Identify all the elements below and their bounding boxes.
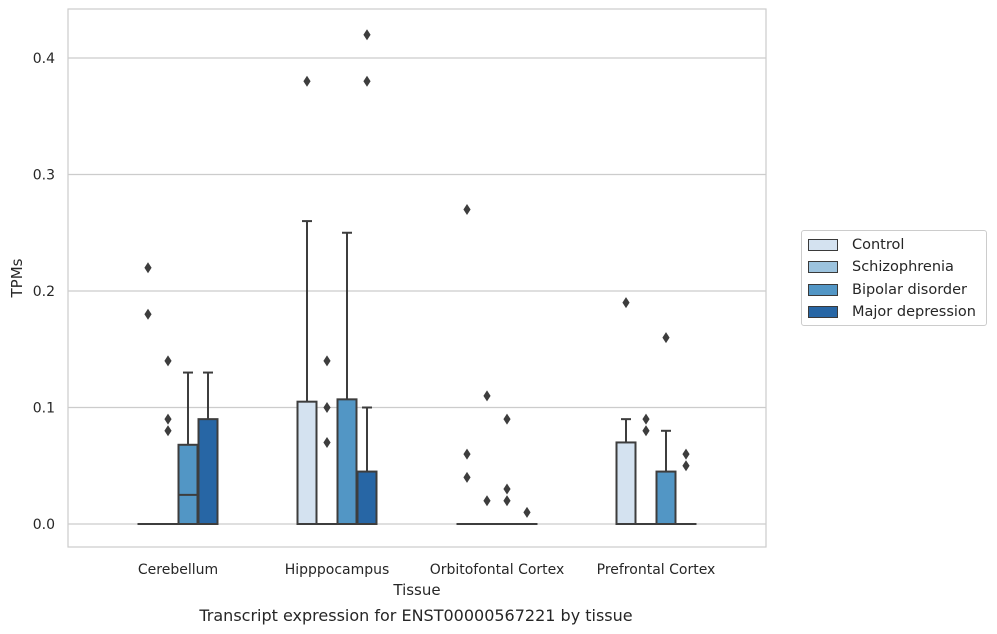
outlier-point bbox=[503, 413, 511, 425]
outlier-point bbox=[523, 506, 531, 518]
outlier-point bbox=[682, 448, 690, 460]
x-tick-label: Hipppocampus bbox=[285, 562, 390, 578]
box-body bbox=[296, 400, 318, 525]
outlier-point bbox=[662, 332, 670, 344]
legend-item-control: Control bbox=[808, 236, 904, 254]
outlier-point bbox=[503, 495, 511, 507]
x-axis-label: Tissue bbox=[392, 581, 440, 599]
outlier-point bbox=[144, 308, 152, 320]
outlier-point bbox=[164, 413, 172, 425]
outlier-point bbox=[463, 471, 471, 483]
legend-item-schizophrenia: Schizophrenia bbox=[808, 258, 954, 276]
box-body bbox=[655, 470, 677, 526]
legend: Control Schizophrenia Bipolar disorder M… bbox=[801, 230, 987, 326]
x-tick-label: Orbitofontal Cortex bbox=[430, 562, 565, 578]
outlier-point bbox=[483, 495, 491, 507]
outlier-point bbox=[483, 390, 491, 402]
box-body bbox=[197, 418, 219, 525]
box-bipolar-disorder bbox=[496, 413, 518, 526]
box-schizophrenia bbox=[635, 413, 657, 526]
box-control bbox=[137, 262, 159, 526]
box-schizophrenia bbox=[476, 390, 498, 526]
legend-label-major-depression: Major depression bbox=[852, 304, 976, 320]
x-tick-label: Prefrontal Cortex bbox=[597, 562, 716, 578]
y-axis-ticks: 0.0 0.1 0.2 0.3 0.4 bbox=[33, 51, 55, 533]
outlier-point bbox=[144, 262, 152, 274]
outlier-point bbox=[363, 29, 371, 41]
outlier-point bbox=[323, 402, 331, 413]
box-bipolar-disorder bbox=[177, 371, 199, 525]
box-control bbox=[296, 75, 318, 525]
outlier-point bbox=[303, 75, 311, 87]
grid-lines bbox=[68, 57, 766, 525]
legend-label-control: Control bbox=[852, 237, 905, 253]
outlier-point bbox=[463, 203, 471, 215]
box-schizophrenia bbox=[316, 355, 338, 526]
box-bipolar-disorder bbox=[336, 231, 358, 525]
box-plot-series bbox=[137, 29, 697, 526]
legend-swatch-bipolar-disorder bbox=[808, 284, 838, 296]
outlier-point bbox=[164, 425, 172, 437]
box-major-depression bbox=[516, 506, 538, 526]
outlier-point bbox=[642, 425, 650, 437]
x-tick-label: Cerebellum bbox=[138, 562, 218, 578]
y-tick-label: 0.1 bbox=[33, 401, 55, 417]
plot-frame bbox=[67, 8, 767, 548]
legend-item-major-depression: Major depression bbox=[808, 303, 976, 321]
legend-swatch-schizophrenia bbox=[808, 261, 838, 273]
outlier-point bbox=[622, 297, 630, 309]
chart-caption: Transcript expression for ENST0000056722… bbox=[199, 606, 633, 625]
legend-swatch-major-depression bbox=[808, 306, 838, 318]
box-major-depression bbox=[197, 371, 219, 525]
box-body bbox=[336, 398, 358, 525]
outlier-point bbox=[682, 460, 690, 472]
y-tick-label: 0.3 bbox=[33, 168, 55, 184]
legend-swatch-control bbox=[808, 239, 838, 251]
outlier-point bbox=[323, 436, 331, 448]
x-axis-ticks: Cerebellum Hipppocampus Orbitofontal Corte… bbox=[138, 562, 715, 578]
outlier-point bbox=[363, 75, 371, 87]
box-body bbox=[615, 441, 637, 526]
y-tick-label: 0.2 bbox=[33, 284, 55, 300]
box-major-depression bbox=[356, 29, 378, 526]
outlier-point bbox=[463, 448, 471, 460]
legend-label-bipolar-disorder: Bipolar disorder bbox=[852, 282, 967, 298]
box-bipolar-disorder bbox=[655, 332, 677, 526]
y-axis-label: TPMs bbox=[8, 258, 26, 298]
legend-item-bipolar-disorder: Bipolar disorder bbox=[808, 281, 967, 299]
outlier-point bbox=[503, 483, 511, 495]
box-control bbox=[615, 297, 637, 526]
legend-label-schizophrenia: Schizophrenia bbox=[852, 259, 954, 275]
box-schizophrenia bbox=[157, 355, 179, 526]
box-control bbox=[456, 203, 478, 526]
box-major-depression bbox=[675, 448, 697, 526]
box-body bbox=[356, 470, 378, 526]
outlier-point bbox=[164, 355, 172, 367]
outlier-point bbox=[323, 355, 331, 367]
y-tick-label: 0.0 bbox=[33, 517, 55, 533]
y-tick-label: 0.4 bbox=[33, 51, 55, 67]
box-body bbox=[177, 443, 199, 525]
outlier-point bbox=[642, 413, 650, 425]
